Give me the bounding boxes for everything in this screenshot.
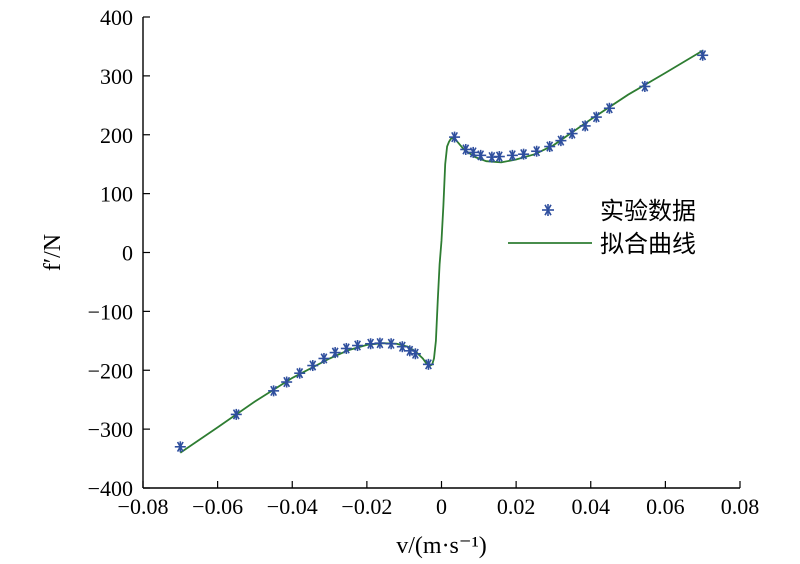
data-point	[340, 342, 352, 354]
data-point	[174, 441, 186, 453]
y-axis-label: f′/N	[40, 234, 66, 271]
data-point	[603, 102, 615, 114]
data-point	[365, 338, 377, 350]
y-tick-label: 200	[100, 123, 133, 148]
y-tick-label: −200	[88, 358, 133, 383]
data-point	[281, 376, 293, 388]
y-tick-label: −100	[88, 299, 133, 324]
data-point	[374, 337, 386, 349]
data-point	[518, 148, 530, 160]
x-tick-label: 0.02	[497, 494, 536, 519]
data-point	[639, 80, 651, 92]
x-tick-label: 0.08	[721, 494, 760, 519]
x-tick-label: 0.06	[646, 494, 685, 519]
x-tick-label: −0.06	[192, 494, 243, 519]
x-tick-label: −0.04	[267, 494, 318, 519]
data-point	[566, 128, 578, 140]
y-tick-label: 0	[122, 241, 133, 266]
legend-marker-scatter	[542, 204, 554, 216]
y-tick-label: −400	[88, 476, 133, 501]
data-point	[294, 367, 306, 379]
data-points-layer	[174, 49, 709, 453]
data-point	[329, 347, 341, 359]
legend-label-scatter: 实验数据	[600, 197, 696, 225]
data-point	[230, 408, 242, 420]
data-point	[555, 135, 567, 147]
x-tick-label: −0.02	[341, 494, 392, 519]
data-point	[352, 340, 364, 352]
data-point	[460, 143, 472, 155]
ticks: −0.08 −0.06 −0.04 −0.02 0 0.02 0.04 0.06 0.08 −40…	[88, 5, 760, 519]
data-point	[318, 352, 330, 364]
data-point	[590, 111, 602, 123]
data-point	[531, 145, 543, 157]
data-point	[579, 120, 591, 132]
data-point	[493, 151, 505, 163]
data-point	[506, 149, 518, 161]
y-tick-label: 300	[100, 64, 133, 89]
data-point	[544, 141, 556, 153]
data-point	[396, 341, 408, 353]
data-point	[467, 146, 479, 158]
data-point	[697, 49, 709, 61]
data-point	[385, 338, 397, 350]
x-tick-label: −0.08	[118, 494, 169, 519]
x-axis-label: v/(m·s⁻¹)	[396, 533, 487, 559]
y-tick-label: −300	[88, 417, 133, 442]
data-point	[475, 149, 487, 161]
data-point	[409, 348, 421, 360]
data-point	[268, 385, 280, 397]
x-tick-label: 0.04	[572, 494, 611, 519]
data-point	[307, 360, 319, 372]
x-tick-label: 0	[436, 494, 447, 519]
y-tick-label: 400	[100, 5, 133, 30]
data-point	[449, 131, 461, 143]
y-tick-label: 100	[100, 182, 133, 207]
legend-label-line: 拟合曲线	[600, 230, 696, 258]
data-point	[422, 358, 434, 370]
